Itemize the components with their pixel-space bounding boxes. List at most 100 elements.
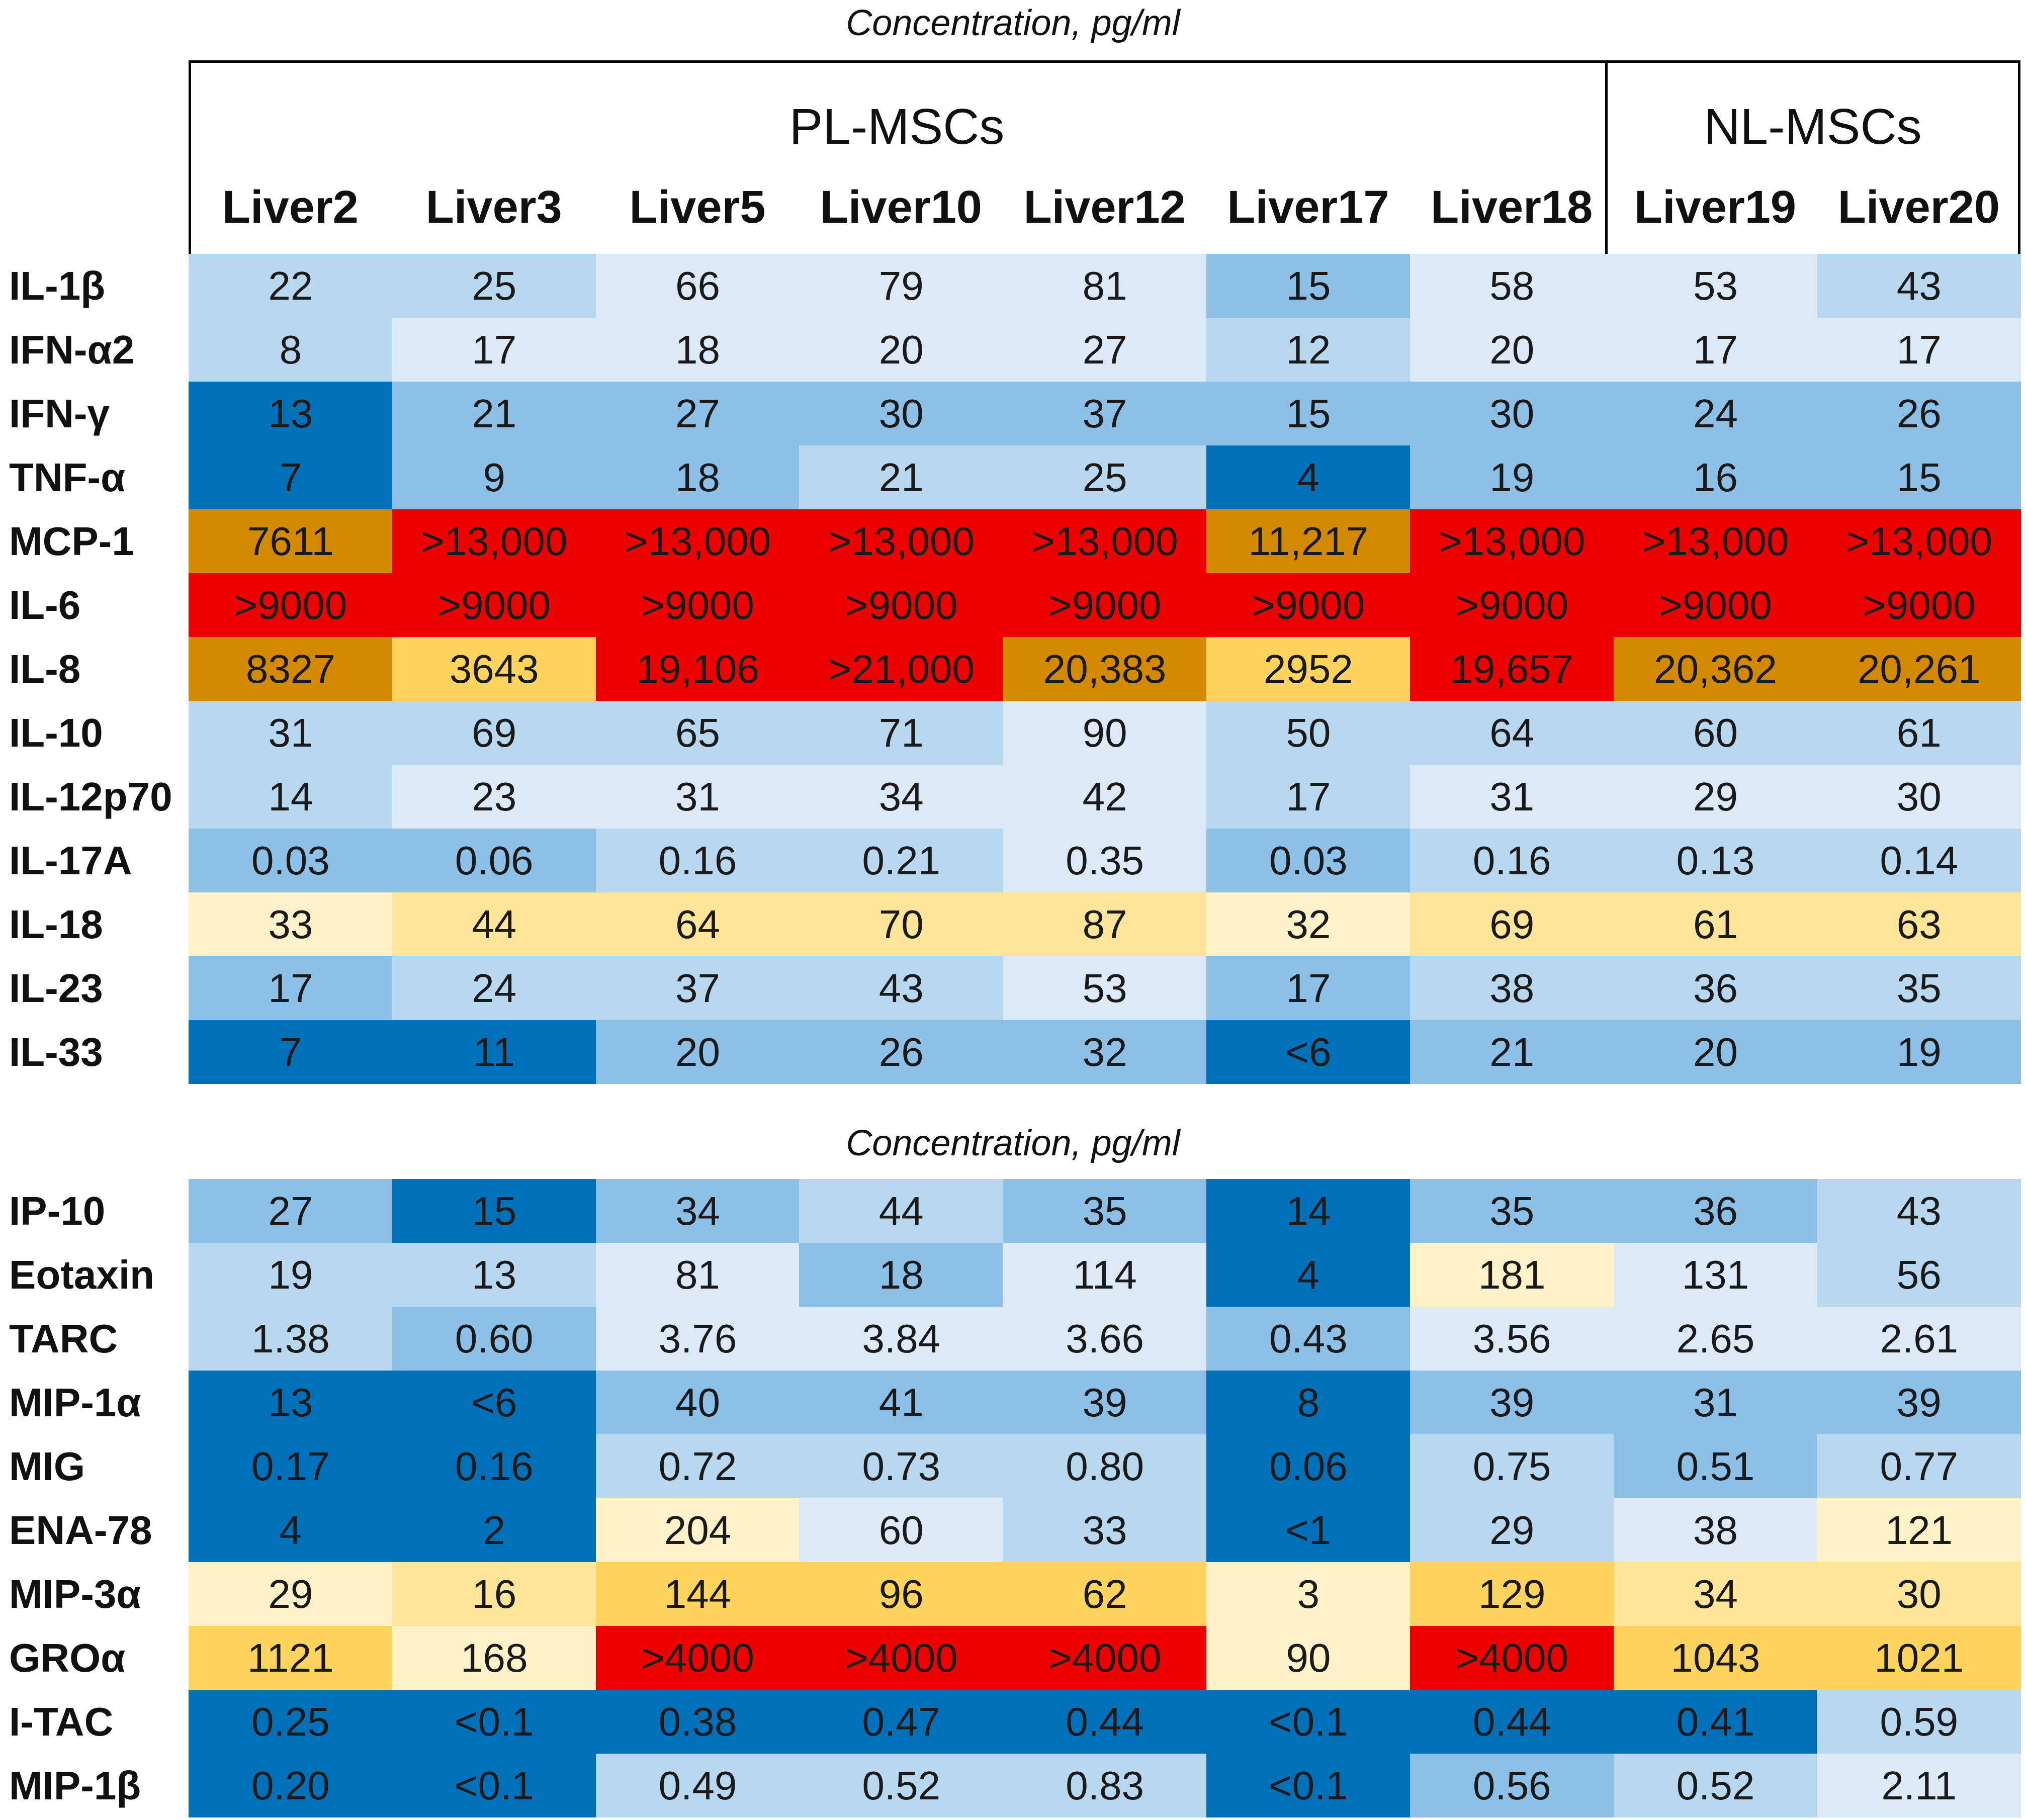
- heatmap-cell: 64: [1410, 701, 1614, 765]
- heatmap-cell: 66: [595, 254, 800, 318]
- heatmap-cell: 29: [189, 1562, 393, 1626]
- heatmap-cell: 17: [1206, 956, 1411, 1020]
- heatmap-cell: 60: [1613, 701, 1818, 765]
- heatmap-row: 8327 3643 19,106 >21,000 20,383 2952 19,657 20,…: [189, 637, 2021, 701]
- row-label: IL-23: [9, 965, 103, 1011]
- heatmap-cell: 0.43: [1206, 1307, 1411, 1371]
- heatmap-cell: 0.20: [189, 1754, 393, 1817]
- heatmap-cell: 69: [1410, 892, 1614, 956]
- heatmap-cell: 43: [1817, 1179, 2021, 1243]
- heatmap-row: 14 23 31 34 42 17 31 29 30: [189, 765, 2021, 829]
- heatmap-cell: 39: [1817, 1371, 2021, 1434]
- heatmap-cell: 0.14: [1817, 829, 2021, 892]
- row-label: IL-1β: [9, 263, 106, 308]
- heatmap-row: 0.25 <0.1 0.38 0.47 0.44 <0.1 0.44 0.41 0.59: [189, 1690, 2021, 1754]
- heatmap-cell: 61: [1613, 892, 1818, 956]
- heatmap-cell: 21: [1410, 1020, 1614, 1084]
- heatmap-cell: 17: [1817, 318, 2021, 382]
- heatmap-cell: 20: [1613, 1020, 1818, 1084]
- heatmap-cell: <0.1: [1206, 1754, 1411, 1817]
- heatmap-cell: 13: [392, 1243, 596, 1307]
- heatmap-cell: 32: [1003, 1020, 1207, 1084]
- heatmap-cell: >13,000: [1003, 509, 1207, 573]
- group-label-pl-mscs: PL-MSCs: [789, 99, 1005, 155]
- heatmap-cell: 14: [1206, 1179, 1411, 1243]
- heatmap-cell: 81: [595, 1243, 800, 1307]
- heatmap-cell: 8327: [189, 637, 393, 701]
- heatmap-cell: >9000: [1410, 573, 1614, 637]
- heatmap-cell: 0.25: [189, 1690, 393, 1754]
- row-label: IL-17A: [9, 838, 132, 883]
- row-label: MCP-1: [9, 518, 134, 564]
- heatmap-cell: 23: [392, 765, 596, 829]
- row-label: IFN-γ: [9, 391, 110, 436]
- heatmap-cell: >9000: [799, 573, 1004, 637]
- heatmap-cell: 15: [392, 1179, 596, 1243]
- heatmap-cell: 15: [1206, 382, 1411, 445]
- heatmap-cell: 39: [1003, 1371, 1207, 1434]
- group-label-nl-mscs: NL-MSCs: [1704, 99, 1922, 155]
- heatmap-cell: 38: [1613, 1498, 1818, 1562]
- heatmap-cell: 53: [1003, 956, 1207, 1020]
- heatmap-cell: 17: [1613, 318, 1818, 382]
- heatmap-cell: 50: [1206, 701, 1411, 765]
- heatmap-cell: 36: [1613, 956, 1818, 1020]
- column-header-liver20: Liver20: [1837, 181, 2000, 233]
- heatmap-cell: 2952: [1206, 637, 1411, 701]
- heatmap-row: 17 24 37 43 53 17 38 36 35: [189, 956, 2021, 1020]
- heatmap-cell: >21,000: [799, 637, 1004, 701]
- heatmap-cell: 0.56: [1410, 1754, 1614, 1817]
- column-header-liver19: Liver19: [1634, 181, 1797, 233]
- row-label: MIG: [9, 1443, 85, 1489]
- heatmap-cell: 3.76: [595, 1307, 800, 1371]
- heatmap-cell: 27: [189, 1179, 393, 1243]
- heatmap-cell: 4: [1206, 445, 1411, 509]
- heatmap-cell: 13: [189, 382, 393, 445]
- heatmap-cell: 0.35: [1003, 829, 1207, 892]
- heatmap-cell: 16: [392, 1562, 596, 1626]
- heatmap-cell: 1043: [1613, 1626, 1818, 1690]
- row-label: MIP-3α: [9, 1571, 141, 1616]
- heatmap-cell: 114: [1003, 1243, 1207, 1307]
- heatmap-cell: 144: [595, 1562, 800, 1626]
- heatmap-cell: 0.59: [1817, 1690, 2021, 1754]
- heatmap-cell: 0.73: [799, 1434, 1004, 1498]
- heatmap-cell: 14: [189, 765, 393, 829]
- heatmap-row: 0.17 0.16 0.72 0.73 0.80 0.06 0.75 0.51 0.77: [189, 1434, 2021, 1498]
- heatmap-cell: 13: [189, 1371, 393, 1434]
- heatmap-cell: 18: [799, 1243, 1004, 1307]
- heatmap-cell: 3.66: [1003, 1307, 1207, 1371]
- heatmap-cell: 0.77: [1817, 1434, 2021, 1498]
- heatmap-cell: 2.65: [1613, 1307, 1818, 1371]
- heatmap-cell: 21: [392, 382, 596, 445]
- heatmap-cell: 3: [1206, 1562, 1411, 1626]
- heatmap-cell: 41: [799, 1371, 1004, 1434]
- column-header-liver5: Liver5: [629, 181, 766, 233]
- heatmap-cell: <0.1: [1206, 1690, 1411, 1754]
- heatmap-cell: 0.83: [1003, 1754, 1207, 1817]
- heatmap-cell: >4000: [1410, 1626, 1614, 1690]
- heatmap-cell: 20,261: [1817, 637, 2021, 701]
- row-label: ENA-78: [9, 1507, 152, 1553]
- heatmap-cell: 56: [1817, 1243, 2021, 1307]
- heatmap-cell: 30: [1817, 1562, 2021, 1626]
- heatmap-cell: 30: [799, 382, 1004, 445]
- heatmap-cell: 27: [1003, 318, 1207, 382]
- heatmap-cell: 31: [1613, 1371, 1818, 1434]
- heatmap-cell: 7611: [189, 509, 393, 573]
- heatmap-cell: 0.06: [1206, 1434, 1411, 1498]
- heatmap-cell: 90: [1003, 701, 1207, 765]
- heatmap-cell: 25: [1003, 445, 1207, 509]
- heatmap-cell: 64: [595, 892, 800, 956]
- row-label: IL-33: [9, 1029, 103, 1074]
- heatmap-cell: 17: [1206, 765, 1411, 829]
- heatmap-cell: >9000: [1206, 573, 1411, 637]
- heatmap-cell: <0.1: [392, 1690, 596, 1754]
- heatmap-cell: 0.16: [595, 829, 800, 892]
- heatmap-cell: 31: [1410, 765, 1614, 829]
- heatmap-cell: 44: [799, 1179, 1004, 1243]
- heatmap-cell: 131: [1613, 1243, 1818, 1307]
- heatmap-cell: >13,000: [799, 509, 1004, 573]
- row-label: MIP-1β: [9, 1763, 141, 1808]
- heatmap-cell: 20,383: [1003, 637, 1207, 701]
